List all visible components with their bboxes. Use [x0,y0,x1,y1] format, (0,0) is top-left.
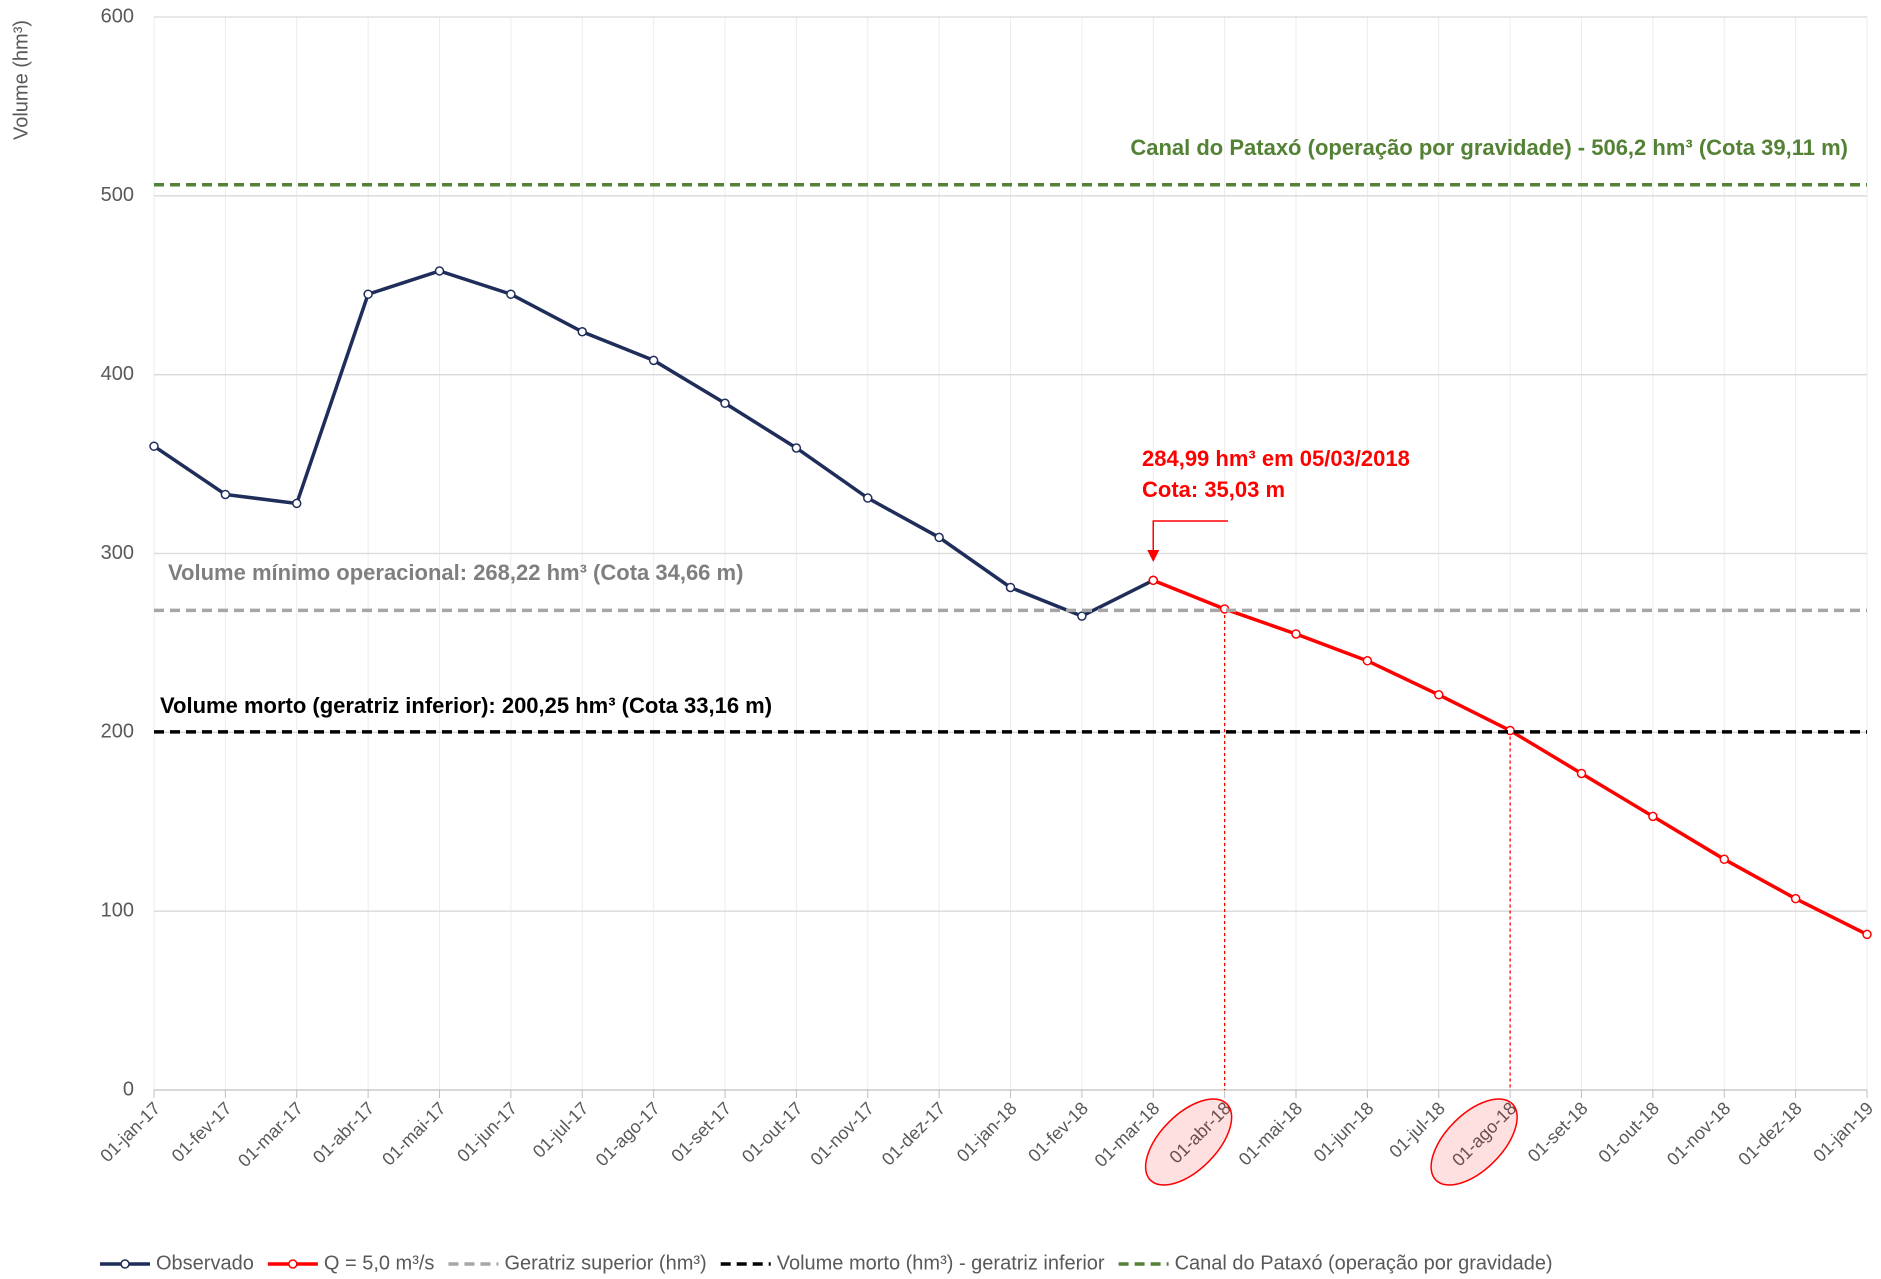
annotation-arrow [1152,520,1228,552]
y-tick-label: 200 [101,721,134,743]
point-marker [434,266,445,276]
point-marker [1291,629,1301,639]
x-tick-label: 01-mai-17 [378,1098,449,1169]
point-marker [506,289,516,299]
legend-marker [288,1259,298,1269]
point-marker [292,498,302,509]
x-tick-label: 01-jan-18 [953,1098,1021,1166]
x-tick-label: 01-mai-18 [1235,1098,1306,1169]
point-marker [1434,690,1444,700]
legend-label: Canal do Pataxó (operação por gravidade) [1175,1252,1553,1274]
point-marker [1576,768,1587,779]
point-marker [1148,575,1158,586]
y-tick-label: 500 [101,184,134,206]
legend-label: Observado [156,1252,254,1274]
y-axis-label: Volume (hm³) [10,20,32,140]
x-tick-label: 01-nov-17 [806,1098,877,1169]
point-marker [1362,656,1373,666]
annotation: Volume morto (geratriz inferior): 200,25… [160,693,772,718]
point-marker [934,532,944,543]
point-marker [1648,811,1658,822]
x-tick-label: 01-out-18 [1594,1098,1663,1167]
point-marker [720,398,730,409]
point-marker [1790,893,1801,904]
point-marker [220,489,231,500]
x-tick-label: 01-dez-17 [878,1098,949,1169]
x-tick-label: 01-jan-19 [1809,1098,1877,1166]
y-tick-label: 400 [101,363,134,385]
point-marker [791,443,802,453]
y-tick-label: 300 [101,542,134,564]
y-tick-label: 100 [101,899,134,921]
x-tick-label: 01-set-17 [667,1098,735,1166]
legend-marker [120,1259,130,1269]
y-tick-label: 0 [123,1078,134,1100]
legend-label: Geratriz superior (hm³) [504,1252,706,1274]
x-tick-label: 01-mar-17 [234,1098,307,1171]
x-tick-label: 01-abr-17 [309,1098,378,1167]
x-tick-label: 01-jul-17 [529,1098,593,1162]
point-marker [363,289,373,299]
x-tick-label: 01-jun-18 [1310,1098,1378,1166]
point-marker [577,326,587,337]
legend-label: Q = 5,0 m³/s [324,1252,435,1274]
y-tick-label: 600 [101,5,134,27]
point-marker [1077,611,1087,621]
highlight-ellipse [1430,1098,1518,1186]
arrow-head [1147,550,1160,562]
point-marker [648,355,659,366]
point-marker [863,493,873,503]
annotation: 284,99 hm³ em 05/03/2018 [1142,446,1410,471]
annotation: Cota: 35,03 m [1142,477,1285,502]
x-tick-label: 01-jan-17 [96,1098,164,1166]
annotation: Canal do Pataxó (operação por gravidade)… [1130,135,1848,160]
x-tick-label: 01-nov-18 [1663,1098,1734,1169]
legend-label: Volume morto (hm³) - geratriz inferior [777,1252,1105,1274]
point-marker [149,441,159,451]
x-tick-label: 01-set-18 [1524,1098,1592,1166]
highlight-ellipse [1144,1098,1233,1186]
point-marker [1862,929,1872,940]
point-marker [1719,854,1729,865]
annotation: Volume mínimo operacional: 268,22 hm³ (C… [168,560,743,585]
x-tick-label: 01-ago-17 [592,1098,664,1170]
x-tick-label: 01-jun-17 [453,1098,521,1166]
x-tick-label: 01-fev-17 [168,1098,236,1166]
point-marker [1005,582,1016,593]
x-tick-label: 01-dez-18 [1734,1098,1805,1169]
x-tick-label: 01-fev-18 [1024,1098,1092,1166]
x-tick-label: 01-out-17 [738,1098,807,1167]
